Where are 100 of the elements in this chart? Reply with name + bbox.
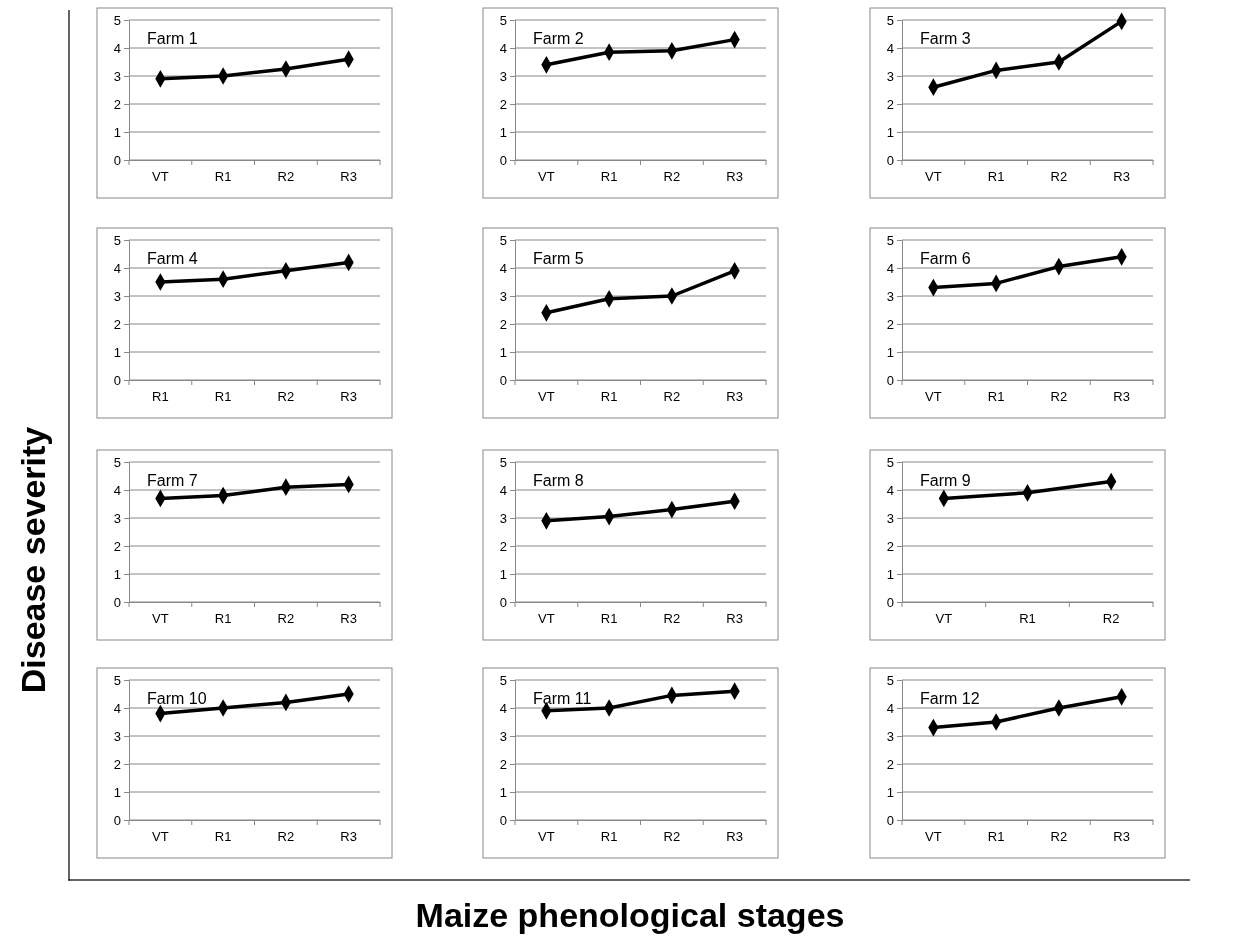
x-tick-label: R3 — [340, 829, 357, 845]
y-tick-label: 3 — [886, 288, 894, 304]
x-tick-label: VT — [152, 169, 169, 185]
x-tick-label: R1 — [214, 829, 232, 845]
y-tick-label: 1 — [113, 566, 121, 582]
y-tick-label: 2 — [113, 316, 121, 332]
x-tick-label: VT — [538, 829, 555, 845]
y-tick-label: 2 — [886, 316, 894, 332]
y-tick-label: 0 — [886, 812, 894, 828]
x-tick-label: R1 — [1019, 611, 1036, 627]
y-tick-label: 0 — [886, 372, 894, 388]
x-tick-label: R3 — [340, 169, 357, 185]
y-tick-label: 5 — [113, 454, 121, 470]
x-tick-label: R1 — [987, 169, 1005, 185]
x-tick-label: VT — [152, 611, 169, 627]
x-tick-label: R1 — [987, 389, 1005, 405]
y-tick-label: 4 — [499, 40, 507, 56]
y-tick-label: 0 — [113, 152, 121, 168]
x-tick-label: VT — [925, 169, 942, 185]
y-tick-label: 4 — [886, 482, 894, 498]
x-tick-label: R2 — [663, 389, 681, 405]
x-tick-label: R3 — [340, 389, 357, 405]
x-tick-label: R3 — [340, 611, 357, 627]
y-tick-label: 5 — [113, 672, 121, 688]
x-tick-label: R3 — [1113, 169, 1130, 185]
text: Farm 8 — [533, 472, 584, 489]
y-tick-label: 4 — [113, 40, 121, 56]
y-tick-label: 4 — [113, 260, 121, 276]
text: Farm 12 — [920, 690, 980, 707]
y-tick-label: 3 — [499, 728, 507, 744]
x-tick-label: R2 — [663, 169, 681, 185]
x-tick-label: R3 — [1113, 829, 1130, 845]
y-tick-label: 0 — [499, 152, 507, 168]
y-tick-label: 1 — [499, 566, 507, 582]
y-tick-label: 2 — [886, 756, 894, 772]
y-tick-label: 2 — [886, 96, 894, 112]
y-tick-label: 2 — [499, 316, 507, 332]
y-tick-label: 1 — [113, 344, 121, 360]
x-tick-label: R1 — [600, 611, 618, 627]
y-tick-label: 0 — [113, 372, 121, 388]
y-tick-label: 2 — [113, 96, 121, 112]
y-tick-label: 1 — [886, 784, 894, 800]
y-tick-label: 5 — [886, 454, 894, 470]
x-tick-label: VT — [925, 829, 942, 845]
x-tick-label: R1 — [600, 829, 618, 845]
x-tick-label: R2 — [1102, 611, 1120, 627]
x-tick-label: R1 — [152, 389, 169, 405]
y-tick-label: 5 — [499, 12, 507, 28]
y-tick-label: 0 — [499, 372, 507, 388]
x-tick-label: R3 — [726, 829, 743, 845]
x-tick-label: VT — [538, 389, 555, 405]
x-tick-label: R2 — [1050, 389, 1068, 405]
x-tick-label: VT — [538, 169, 555, 185]
y-tick-label: 5 — [113, 232, 121, 248]
text: Farm 3 — [920, 30, 971, 47]
y-tick-label: 1 — [113, 124, 121, 140]
x-tick-label: R1 — [987, 829, 1005, 845]
y-tick-label: 3 — [886, 728, 894, 744]
text: Farm 5 — [533, 250, 584, 267]
text: Farm 10 — [147, 690, 207, 707]
x-tick-label: VT — [925, 389, 942, 405]
x-tick-label: R2 — [277, 169, 295, 185]
y-tick-label: 5 — [886, 232, 894, 248]
y-tick-label: 4 — [499, 700, 507, 716]
text: Farm 6 — [920, 250, 971, 267]
y-tick-label: 3 — [113, 728, 121, 744]
y-tick-label: 3 — [499, 288, 507, 304]
x-tick-label: R2 — [277, 389, 295, 405]
y-tick-label: 3 — [499, 68, 507, 84]
x-tick-label: R3 — [1113, 389, 1130, 405]
y-tick-label: 2 — [113, 538, 121, 554]
y-tick-label: 5 — [886, 672, 894, 688]
y-tick-label: 4 — [886, 40, 894, 56]
y-tick-label: 0 — [886, 594, 894, 610]
y-tick-label: 0 — [113, 812, 121, 828]
text: Farm 7 — [147, 472, 198, 489]
y-tick-label: 1 — [499, 124, 507, 140]
x-tick-label: R2 — [663, 611, 681, 627]
x-tick-label: R2 — [277, 829, 295, 845]
x-tick-label: VT — [538, 611, 555, 627]
y-tick-label: 1 — [886, 124, 894, 140]
y-tick-label: 2 — [499, 96, 507, 112]
y-tick-label: 2 — [499, 538, 507, 554]
y-tick-label: 4 — [886, 700, 894, 716]
text: Farm 9 — [920, 472, 971, 489]
y-tick-label: 4 — [113, 700, 121, 716]
x-tick-label: R2 — [1050, 169, 1068, 185]
y-tick-label: 1 — [499, 784, 507, 800]
x-tick-label: R1 — [600, 169, 618, 185]
x-axis-title: Maize phenological stages — [415, 896, 845, 934]
y-tick-label: 0 — [499, 594, 507, 610]
x-tick-label: R1 — [214, 611, 232, 627]
text: Farm 4 — [147, 250, 198, 267]
y-tick-label: 2 — [499, 756, 507, 772]
y-tick-label: 3 — [886, 510, 894, 526]
y-tick-label: 3 — [113, 510, 121, 526]
y-tick-label: 1 — [499, 344, 507, 360]
y-tick-label: 1 — [886, 566, 894, 582]
x-tick-label: R1 — [214, 169, 232, 185]
x-tick-label: R3 — [726, 169, 743, 185]
